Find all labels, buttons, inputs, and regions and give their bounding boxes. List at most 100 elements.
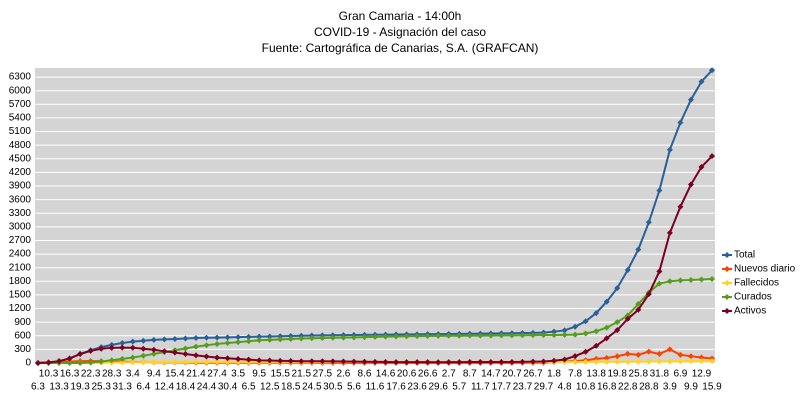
x-tick-label: 16.8 [597, 382, 617, 393]
x-tick-label: 3.4 [126, 369, 140, 380]
legend-marker [724, 280, 730, 286]
point-marker [456, 332, 463, 339]
point-marker [119, 344, 126, 351]
point-marker [382, 358, 389, 365]
point-marker [245, 338, 252, 345]
x-tick-label: 18.5 [281, 382, 301, 393]
point-marker [624, 315, 631, 322]
point-marker [298, 358, 305, 365]
point-marker [508, 332, 515, 339]
point-marker [709, 276, 715, 283]
point-marker [572, 358, 579, 365]
point-marker [129, 354, 136, 361]
point-marker [487, 359, 494, 366]
y-tick-label: 3900 [9, 181, 32, 192]
legend-marker [724, 252, 730, 258]
point-marker [687, 276, 694, 283]
point-marker [140, 337, 147, 344]
point-marker [414, 359, 421, 366]
point-marker [182, 345, 189, 352]
point-marker [361, 334, 368, 341]
point-marker [87, 359, 94, 366]
point-marker [624, 350, 631, 357]
point-marker [487, 332, 494, 339]
point-marker [108, 357, 115, 364]
legend-label: Activos [734, 306, 766, 317]
x-tick-label: 13.8 [586, 369, 606, 380]
point-marker [645, 219, 652, 226]
point-marker [119, 355, 126, 362]
point-marker [614, 358, 621, 365]
point-marker [182, 350, 189, 357]
x-tick-label: 17.6 [386, 382, 406, 393]
point-marker [677, 277, 684, 284]
point-marker [582, 330, 589, 337]
point-marker [192, 359, 199, 366]
x-tick-label: 12.4 [155, 382, 175, 393]
point-marker [561, 327, 568, 334]
point-marker [698, 358, 705, 365]
point-marker [593, 358, 600, 365]
point-marker [256, 337, 263, 344]
point-marker [656, 358, 663, 365]
point-marker [129, 359, 136, 366]
y-tick-label: 4800 [9, 140, 32, 151]
point-marker [645, 348, 652, 355]
point-marker [624, 266, 631, 273]
point-marker [593, 310, 600, 317]
point-marker [350, 358, 357, 365]
point-marker [687, 181, 694, 188]
point-marker [245, 356, 252, 363]
x-tick-label: 12.5 [260, 382, 280, 393]
point-marker [635, 358, 642, 365]
point-marker [35, 360, 41, 366]
point-marker [593, 328, 600, 335]
point-marker [350, 334, 357, 341]
point-marker [698, 163, 705, 170]
point-marker [466, 332, 473, 339]
y-tick-label: 300 [14, 344, 31, 355]
point-marker [698, 276, 705, 283]
point-marker [182, 359, 189, 366]
point-marker [108, 344, 115, 351]
point-marker [235, 359, 242, 366]
point-marker [687, 353, 694, 360]
point-marker [445, 332, 452, 339]
x-tick-label: 17.7 [492, 382, 512, 393]
point-marker [635, 246, 642, 253]
point-marker [666, 229, 673, 236]
point-marker [329, 358, 336, 365]
x-tick-label: 15.5 [270, 369, 290, 380]
point-marker [572, 323, 579, 330]
point-marker [119, 359, 126, 366]
point-marker [498, 332, 505, 339]
point-marker [150, 336, 157, 343]
x-tick-label: 6.3 [31, 382, 45, 393]
point-marker [224, 340, 231, 347]
x-tick-label: 21.5 [292, 369, 312, 380]
x-tick-label: 10.3 [39, 369, 59, 380]
plot-area [35, 68, 715, 363]
point-marker [645, 358, 652, 365]
x-tick-label: 14.7 [481, 369, 501, 380]
point-marker [572, 353, 579, 360]
point-marker [582, 318, 589, 325]
point-marker [66, 360, 73, 366]
point-marker [161, 348, 168, 355]
x-tick-label: 28.8 [639, 382, 659, 393]
x-tick-label: 16.3 [60, 369, 80, 380]
point-marker [287, 335, 294, 342]
x-tick-label: 31.8 [650, 369, 670, 380]
point-marker [435, 359, 442, 366]
legend-marker [724, 294, 730, 300]
point-marker [477, 332, 484, 339]
y-tick-label: 2100 [9, 262, 32, 273]
x-tick-label: 3.9 [663, 382, 677, 393]
y-tick-label: 1800 [9, 276, 32, 287]
x-tick-label: 5.7 [452, 382, 466, 393]
x-tick-label: 14.6 [376, 369, 396, 380]
point-marker [529, 332, 536, 339]
point-marker [551, 357, 558, 364]
point-marker [214, 354, 221, 361]
